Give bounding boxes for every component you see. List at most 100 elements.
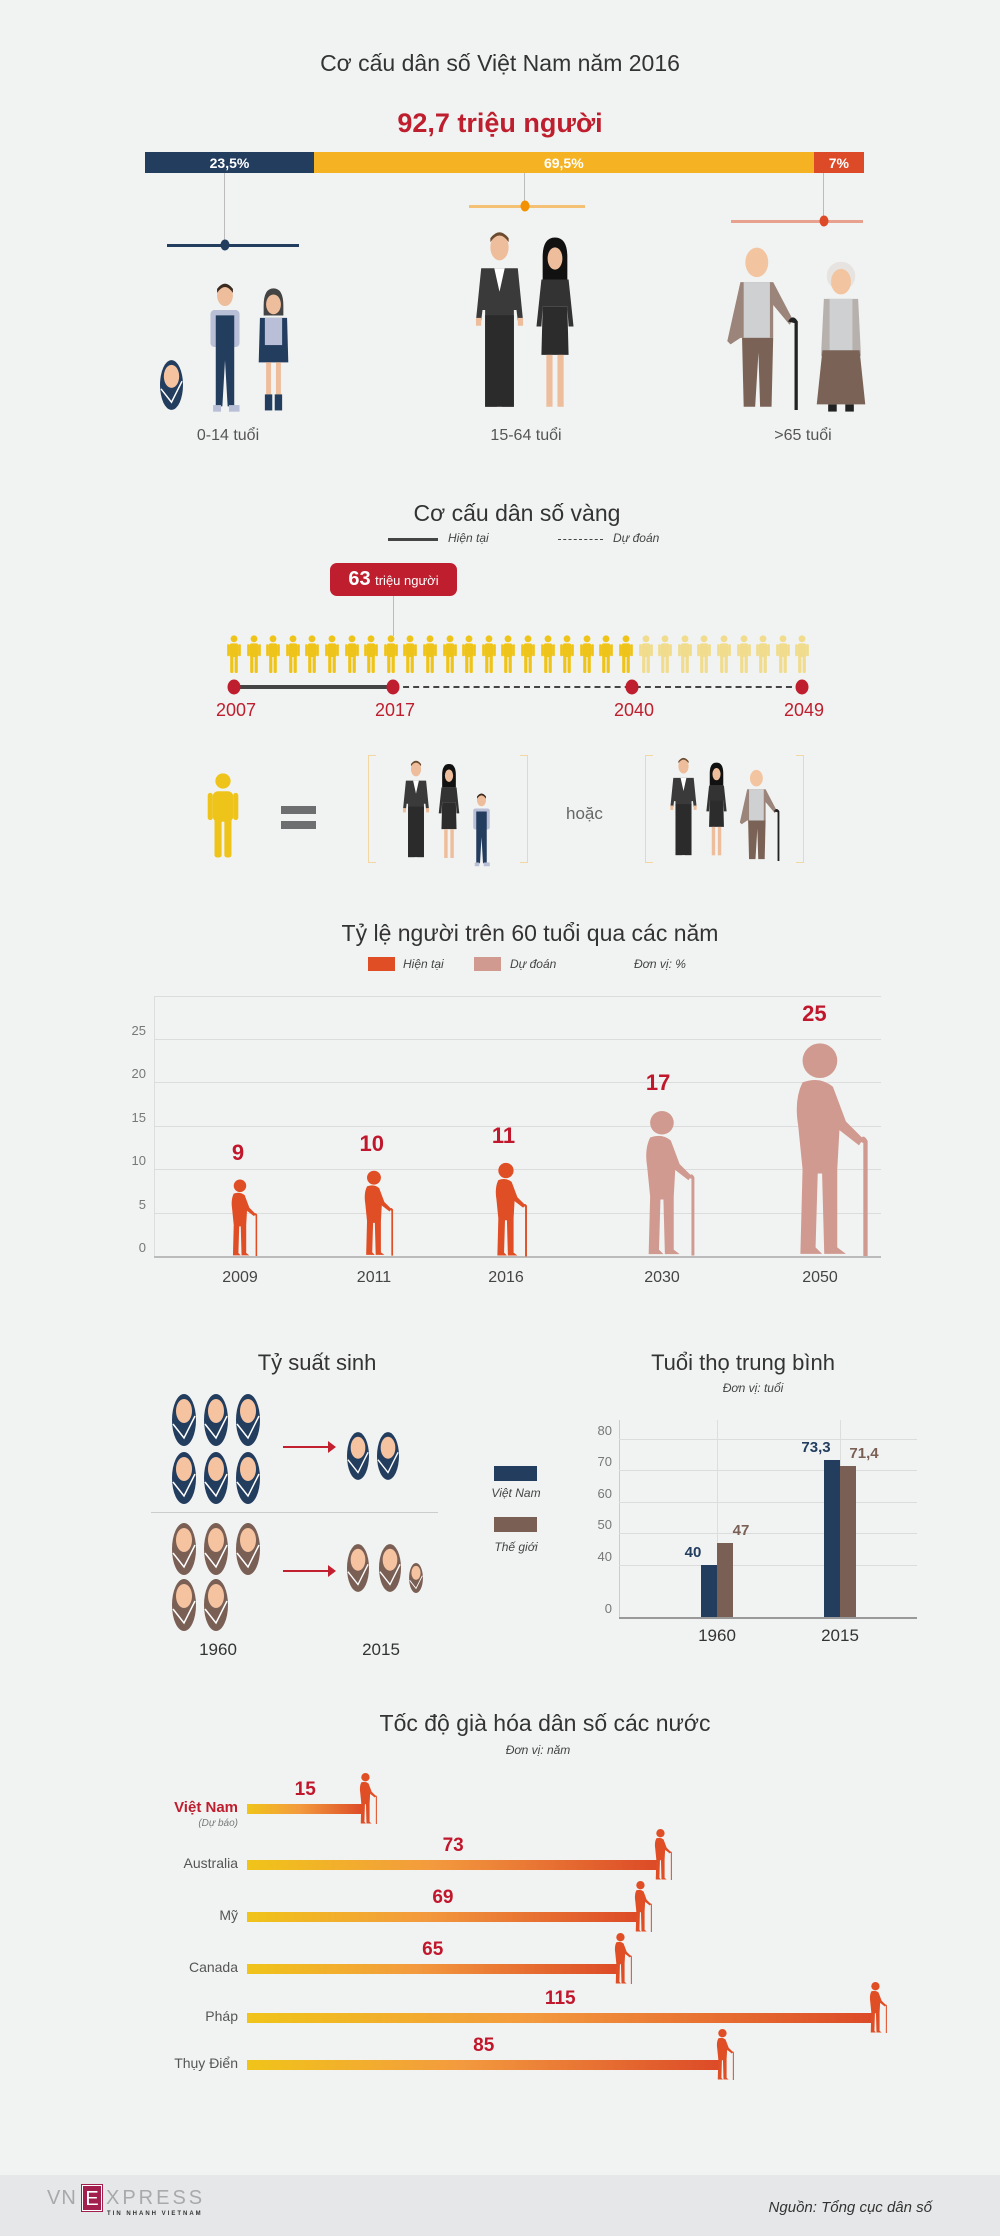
legend-current: Hiện tại xyxy=(448,531,489,545)
person-icon xyxy=(599,635,614,673)
bar-Việt Nam-2015 xyxy=(824,1459,840,1617)
logo-tagline: TIN NHANH VIETNAM xyxy=(107,2211,203,2217)
category-gridline xyxy=(717,1420,718,1617)
year-1960: 1960 xyxy=(199,1640,237,1659)
elderly-icon xyxy=(869,1982,887,2033)
elderly-icon xyxy=(716,2029,734,2080)
gridline xyxy=(154,1082,881,1084)
person-icon xyxy=(403,635,418,673)
person-icon xyxy=(246,635,261,673)
person-icon xyxy=(619,635,633,673)
gridline xyxy=(154,1125,881,1127)
person-icon xyxy=(579,635,594,673)
elderly-icon xyxy=(614,1933,632,1984)
vnexpress-logo[interactable]: VN E XPRESS TIN NHANH VIETNAM xyxy=(47,2184,227,2219)
old-man-figure xyxy=(738,768,784,862)
man-figure xyxy=(400,759,432,860)
baby-icon-world-1960 xyxy=(172,1579,196,1631)
arrow-head-icon xyxy=(328,1441,336,1453)
total-population: 92,7 triệu người xyxy=(397,108,603,138)
source-note: Nguồn: Tổng cục dân số xyxy=(768,2199,932,2216)
x-tick-label: 2011 xyxy=(356,1269,392,1286)
elderly-figure-2030 xyxy=(646,1111,695,1256)
man-figure xyxy=(667,756,700,858)
y-tick-label: 50 xyxy=(597,1517,612,1533)
group-label-working: 15-64 tuổi xyxy=(490,427,562,444)
person-icon xyxy=(442,635,457,673)
boy-figure xyxy=(470,792,493,867)
arrow-line xyxy=(283,1446,329,1448)
person-icon xyxy=(344,635,359,673)
badge-connector xyxy=(393,596,394,636)
bracket-left xyxy=(645,755,653,863)
connector-dot xyxy=(520,200,529,212)
x-tick-label: 2016 xyxy=(488,1269,524,1286)
population-structure-bar: 23,5% 69,5% 7% xyxy=(145,152,864,173)
country-label: Mỹ xyxy=(219,1907,238,1923)
baby-icon-vietnam-1960 xyxy=(172,1394,196,1446)
aging-bar-Pháp xyxy=(247,2013,874,2023)
man-figure xyxy=(472,229,527,412)
bar-Việt Nam-1960 xyxy=(701,1565,717,1617)
country-note: (Dự báo) xyxy=(198,1818,238,1829)
boy-figure xyxy=(205,281,245,413)
y-tick-label: 15 xyxy=(131,1109,146,1125)
country-label: Pháp xyxy=(205,2008,238,2024)
y-tick-label: 25 xyxy=(131,1023,146,1038)
person-icon xyxy=(285,635,300,673)
timeline-current xyxy=(234,685,393,689)
person-icon xyxy=(501,635,516,673)
aging-bar-Việt Nam xyxy=(247,1804,364,1814)
timeline-year: 2007 xyxy=(215,700,257,720)
y-tick-label: 10 xyxy=(131,1153,146,1169)
x-tick-label: 2050 xyxy=(802,1269,838,1286)
baby-icon-world-2015 xyxy=(379,1543,401,1593)
unit-label: Đơn vị: % xyxy=(634,957,686,971)
y-tick-label: 5 xyxy=(138,1196,146,1212)
timeline-year: 2017 xyxy=(374,700,416,720)
value-label: 17 xyxy=(645,1070,671,1096)
legend-swatch-vietnam xyxy=(494,1466,537,1481)
person-icon xyxy=(697,635,712,673)
connector-bar xyxy=(731,220,863,223)
section1-title: Cơ cấu dân số Việt Nam năm 2016 xyxy=(320,50,680,76)
connector-dot xyxy=(220,239,229,251)
life-expectancy-title: Tuổi thọ trung bình xyxy=(651,1350,835,1375)
elderly-icon xyxy=(359,1773,377,1824)
baby-figure xyxy=(160,358,183,412)
value-label: 10 xyxy=(359,1131,384,1157)
value-label: 40 xyxy=(684,1544,702,1561)
legend-swatch-forecast xyxy=(474,957,501,971)
y-tick-label: 70 xyxy=(597,1454,612,1470)
legend-forecast: Dự đoán xyxy=(510,957,557,971)
section2-title: Cơ cấu dân số vàng xyxy=(413,500,621,526)
or-label: hoặc xyxy=(566,804,603,823)
country-label: Việt Nam xyxy=(174,1799,238,1816)
gridline xyxy=(619,1470,917,1472)
year-2015: 2015 xyxy=(362,1640,400,1659)
baby-icon-vietnam-2015 xyxy=(377,1431,399,1481)
woman-figure xyxy=(705,762,728,858)
elderly-figure-2011 xyxy=(364,1170,394,1256)
gridline xyxy=(619,1565,917,1566)
elderly-figure-2050 xyxy=(797,1043,868,1256)
elderly-icon xyxy=(655,1829,673,1880)
person-icon xyxy=(658,635,673,673)
person-icon xyxy=(775,635,790,673)
old-woman-figure xyxy=(812,256,870,413)
value-label: 15 xyxy=(294,1779,316,1800)
baby-icon-vietnam-1960 xyxy=(204,1394,228,1446)
baby-icon-world-2015 xyxy=(347,1543,369,1593)
chart1-title: Tỷ lệ người trên 60 tuổi qua các năm xyxy=(341,920,719,946)
timeline-year: 2049 xyxy=(783,700,825,720)
elderly-figure-2009 xyxy=(231,1179,258,1256)
x-tick-label: 2030 xyxy=(644,1269,680,1286)
bar-segment: 69,5% xyxy=(313,152,814,173)
arrow-head-icon xyxy=(328,1565,336,1577)
person-icon xyxy=(560,635,575,673)
baby-icon-world-1960 xyxy=(172,1523,196,1575)
person-icon xyxy=(736,635,751,673)
baby-icon-world-1960 xyxy=(204,1579,228,1631)
badge-unit: triệu người xyxy=(375,573,439,588)
timeline-year: 2040 xyxy=(613,700,655,720)
